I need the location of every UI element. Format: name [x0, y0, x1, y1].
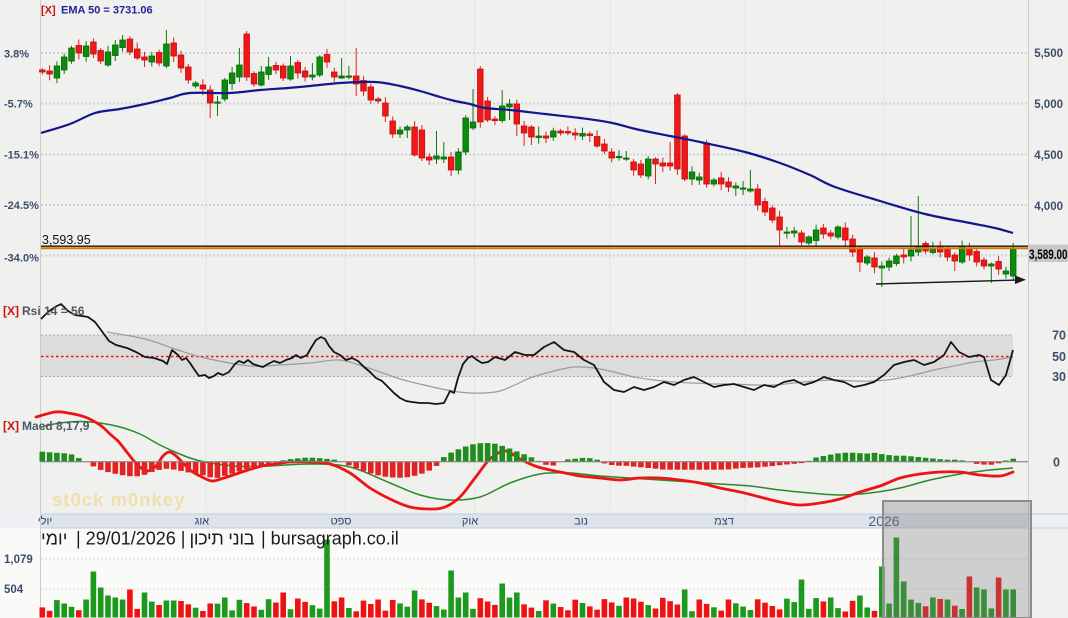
- svg-text:5,000: 5,000: [1034, 99, 1063, 111]
- svg-text:-24.5%: -24.5%: [4, 200, 39, 212]
- svg-text:Macd 8,17,9: Macd 8,17,9: [22, 419, 90, 433]
- svg-text:50: 50: [1052, 350, 1066, 364]
- svg-text:| 29/01/2026 |: | 29/01/2026 |: [76, 529, 185, 549]
- svg-text:70: 70: [1052, 329, 1066, 343]
- svg-text:4,000: 4,000: [1034, 201, 1063, 213]
- svg-text:-5.7%: -5.7%: [4, 99, 33, 111]
- svg-text:st0ck m0nkey: st0ck m0nkey: [52, 489, 185, 510]
- svg-text:בוני תיכון: בוני תיכון: [190, 529, 255, 549]
- svg-text:-15.1%: -15.1%: [4, 150, 39, 162]
- svg-text:3,589.00: 3,589.00: [1029, 247, 1068, 262]
- svg-text:אוק: אוק: [462, 516, 478, 528]
- svg-text:2026: 2026: [868, 513, 899, 529]
- svg-text:3.8%: 3.8%: [4, 49, 29, 61]
- svg-text:0: 0: [1053, 456, 1060, 470]
- svg-text:Rsi 14 = 56: Rsi 14 = 56: [22, 304, 85, 318]
- svg-text:[X]: [X]: [3, 419, 19, 433]
- svg-text:דצמ: דצמ: [714, 516, 734, 528]
- svg-text:1,079: 1,079: [4, 554, 33, 566]
- svg-text:3,593.95: 3,593.95: [42, 233, 91, 247]
- svg-text:4,500: 4,500: [1034, 150, 1063, 162]
- svg-text:ספט: ספט: [331, 516, 352, 528]
- svg-text:[X]: [X]: [41, 5, 56, 17]
- svg-text:נוב: נוב: [574, 516, 588, 528]
- svg-text:504: 504: [4, 584, 24, 596]
- svg-text:EMA 50 = 3731.06: EMA 50 = 3731.06: [61, 5, 153, 17]
- svg-text:30: 30: [1052, 370, 1066, 384]
- svg-text:יולי: יולי: [38, 515, 52, 528]
- svg-text:[X]: [X]: [3, 304, 19, 318]
- svg-text:אוג: אוג: [195, 516, 210, 528]
- svg-text:יומי: יומי: [41, 529, 67, 549]
- svg-text:5,500: 5,500: [1034, 48, 1063, 60]
- svg-text:-34.0%: -34.0%: [4, 253, 39, 265]
- svg-text:| bursagraph.co.il: | bursagraph.co.il: [261, 529, 399, 549]
